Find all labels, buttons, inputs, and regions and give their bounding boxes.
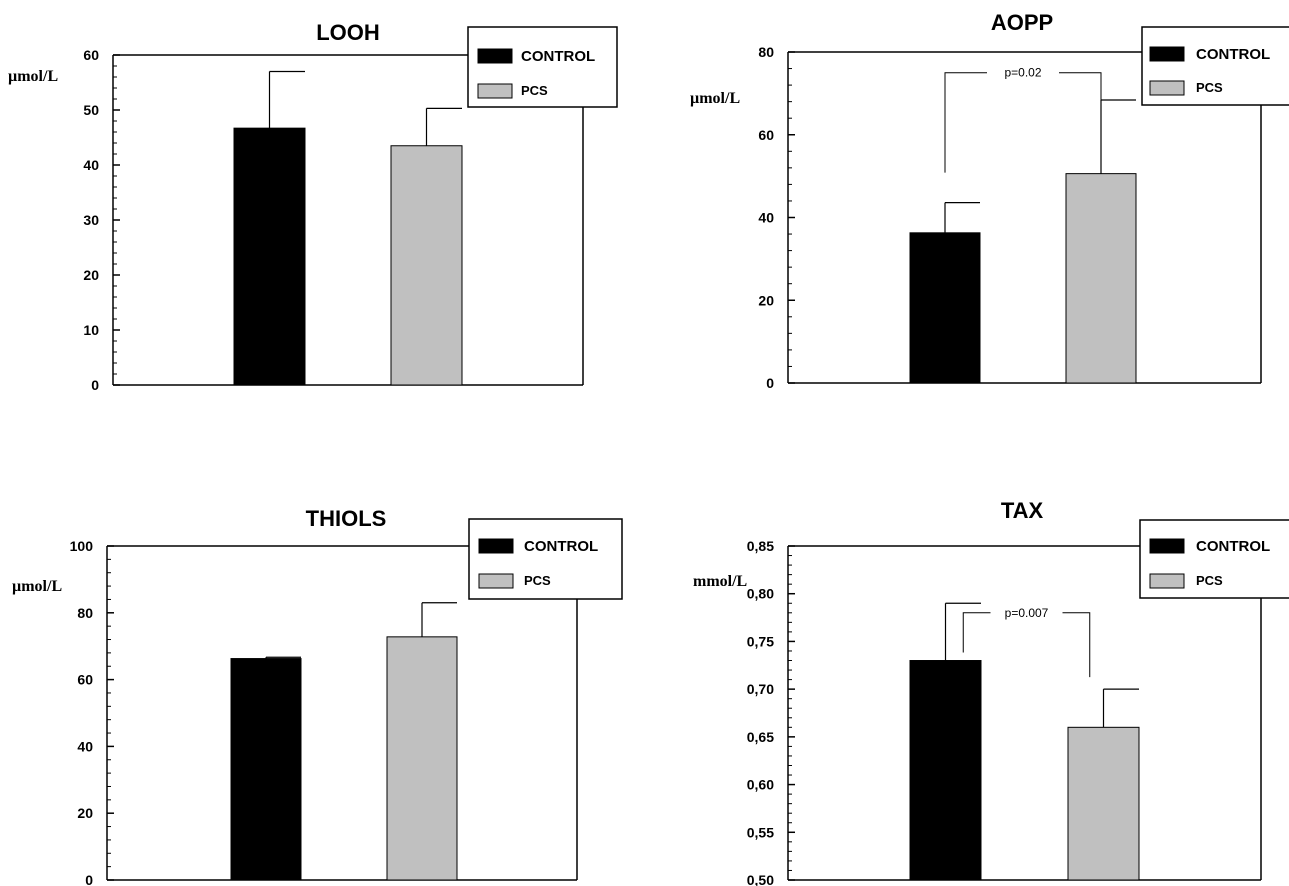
y-ticks: 0,50 0,55 0,60 0,65 0,70 0,75 0,80 0,85	[747, 538, 795, 886]
bracket-left	[944, 72, 987, 173]
y-tick-label: 0,50	[747, 872, 774, 886]
bar-control	[909, 232, 981, 384]
legend-label-control: CONTROL	[521, 48, 595, 65]
panel-aopp: AOPP µmol/L 0 20 40 60 80 p=0.02 CONTROL PCS	[690, 10, 1289, 391]
bracket-left	[962, 612, 991, 653]
panel-title: THIOLS	[306, 506, 387, 531]
bar-pcs	[1065, 173, 1137, 384]
bracket-right	[1059, 72, 1102, 100]
y-tick-label: 20	[77, 805, 93, 821]
bars	[233, 70, 463, 386]
legend-label-control: CONTROL	[1196, 538, 1270, 555]
y-tick-label: 0	[85, 872, 93, 886]
legend-label-pcs: PCS	[1196, 573, 1223, 588]
panel-tax: TAX mmol/L 0,500,550,600,650,700,750,800…	[693, 498, 1289, 886]
y-tick-label: 0,55	[747, 824, 774, 840]
legend: CONTROL PCS	[467, 26, 618, 108]
legend-swatch-control	[477, 48, 513, 64]
y-tick-label: 60	[758, 127, 774, 143]
y-tick-label: 40	[83, 157, 99, 173]
panel-thiols: THIOLS µmol/L 0 20 40 60 80 100 CONTROL PCS	[12, 506, 623, 886]
y-tick-label: 0	[91, 377, 99, 393]
bar-control	[230, 658, 302, 881]
legend-label-control: CONTROL	[1196, 46, 1270, 63]
legend-label-control: CONTROL	[524, 538, 598, 555]
legend-swatch-control	[478, 538, 514, 554]
legend-swatch-pcs	[477, 83, 513, 99]
legend: CONTROL PCS	[1141, 26, 1289, 106]
legend: CONTROL PCS	[1139, 519, 1289, 599]
y-tick-label: 20	[83, 267, 99, 283]
legend-swatch-pcs	[1149, 80, 1185, 96]
p-value-label: p=0.007	[1005, 606, 1049, 620]
y-tick-label: 80	[77, 605, 93, 621]
bracket-right	[1062, 612, 1091, 678]
bar-pcs	[390, 145, 463, 386]
panel-title: LOOH	[316, 20, 380, 45]
y-tick-label: 60	[77, 672, 93, 688]
y-ticks: 0 20 40 60 80	[758, 44, 795, 391]
bars	[230, 602, 458, 881]
legend-swatch-control	[1149, 538, 1185, 554]
y-tick-label: 20	[758, 292, 774, 308]
legend-label-pcs: PCS	[1196, 80, 1223, 95]
bars	[909, 99, 1137, 384]
legend: CONTROL PCS	[468, 518, 623, 600]
y-tick-label: 0,80	[747, 586, 774, 602]
y-tick-label: 80	[758, 44, 774, 60]
y-unit-label: mmol/L	[693, 573, 747, 590]
significance-annotation: p=0.007	[962, 606, 1091, 678]
y-tick-label: 100	[70, 538, 94, 554]
y-ticks: 0 20 40 60 80 100	[70, 538, 114, 886]
legend-label-pcs: PCS	[524, 573, 551, 588]
y-tick-label: 0,60	[747, 777, 774, 793]
y-tick-label: 40	[758, 210, 774, 226]
panel-title: TAX	[1001, 498, 1044, 523]
y-tick-label: 0,70	[747, 681, 774, 697]
bar-pcs	[386, 636, 458, 881]
panel-looh: LOOH µmol/L 0 10 20 30 40 50 60 CONTROL PCS	[8, 20, 618, 393]
y-tick-label: 50	[83, 102, 99, 118]
bar-control	[233, 127, 306, 386]
legend-swatch-pcs	[478, 573, 514, 589]
bars	[909, 602, 1140, 881]
panel-title: AOPP	[991, 10, 1053, 35]
p-value-label: p=0.02	[1004, 66, 1041, 80]
y-ticks: 0 10 20 30 40 50 60	[83, 47, 120, 393]
y-tick-label: 0,65	[747, 729, 774, 745]
y-tick-label: 30	[83, 212, 99, 228]
y-tick-label: 0	[766, 375, 774, 391]
legend-label-pcs: PCS	[521, 83, 548, 98]
significance-annotation: p=0.02	[944, 66, 1102, 173]
y-unit-label: µmol/L	[8, 68, 58, 85]
y-tick-label: 40	[77, 738, 93, 754]
y-tick-label: 10	[83, 322, 99, 338]
bar-control	[909, 660, 982, 881]
legend-swatch-pcs	[1149, 573, 1185, 589]
bar-pcs	[1067, 726, 1140, 881]
y-tick-label: 60	[83, 47, 99, 63]
y-tick-label: 0,85	[747, 538, 774, 554]
y-unit-label: µmol/L	[12, 578, 62, 595]
y-tick-label: 0,75	[747, 633, 774, 649]
y-unit-label: µmol/L	[690, 90, 740, 107]
legend-swatch-control	[1149, 46, 1185, 62]
